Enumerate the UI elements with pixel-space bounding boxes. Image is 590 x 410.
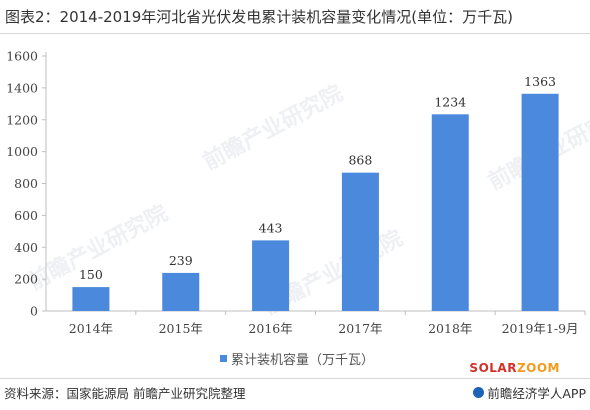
footer: SOLARZOOM 资料来源：国家能源局 前瞻产业研究院整理 前瞻经济学人APP bbox=[0, 361, 590, 410]
y-tick-label: 200 bbox=[14, 272, 38, 287]
source-note: 资料来源：国家能源局 前瞻产业研究院整理 bbox=[4, 386, 246, 401]
y-tick-label: 1000 bbox=[6, 144, 38, 159]
chart-title: 图表2：2014-2019年河北省光伏发电累计装机容量变化情况(单位：万千瓦) bbox=[0, 0, 590, 34]
x-tick-label: 2017年 bbox=[338, 321, 382, 336]
x-tick-label: 2015年 bbox=[159, 321, 203, 336]
bar bbox=[521, 93, 559, 311]
data-label: 868 bbox=[348, 153, 372, 168]
x-tick-label: 2014年 bbox=[69, 321, 113, 336]
solarzoom-logo-part1: SOLAR bbox=[469, 361, 517, 375]
bar bbox=[252, 240, 290, 311]
data-label: 1234 bbox=[434, 94, 466, 109]
bar bbox=[72, 287, 110, 311]
legend-label: 累计装机容量（万千瓦） bbox=[231, 352, 375, 368]
x-tick-label: 2018年 bbox=[428, 321, 472, 336]
data-label: 443 bbox=[259, 220, 283, 235]
y-tick-label: 0 bbox=[30, 304, 38, 319]
bar bbox=[341, 172, 379, 311]
y-tick-label: 400 bbox=[14, 240, 38, 255]
brand-app: 前瞻经济学人APP bbox=[473, 383, 586, 402]
y-tick-label: 1200 bbox=[6, 112, 38, 127]
data-label: 239 bbox=[169, 253, 193, 268]
bar bbox=[431, 114, 469, 311]
y-tick-label: 1600 bbox=[6, 49, 38, 64]
legend: 累计装机容量（万千瓦） bbox=[220, 350, 375, 368]
data-label: 1363 bbox=[524, 74, 556, 89]
solarzoom-logo-part2: ZOOM bbox=[516, 361, 560, 375]
qianzhan-logo-icon bbox=[473, 387, 485, 398]
bar-chart: 0 200 400 600 800 1000 1200 1400 1600 150 2014年 239… bbox=[6, 49, 586, 336]
brand-app-label: 前瞻经济学人APP bbox=[487, 386, 586, 401]
data-label: 150 bbox=[79, 267, 103, 282]
y-tick-label: 600 bbox=[14, 208, 38, 223]
y-tick-label: 1400 bbox=[6, 80, 38, 95]
bar bbox=[162, 272, 200, 311]
x-tick-label: 2016年 bbox=[248, 321, 292, 336]
legend-swatch bbox=[220, 354, 227, 362]
solarzoom-logo: SOLARZOOM bbox=[469, 361, 560, 375]
y-tick-label: 800 bbox=[14, 176, 38, 191]
x-tick-label: 2019年1-9月 bbox=[502, 321, 579, 336]
